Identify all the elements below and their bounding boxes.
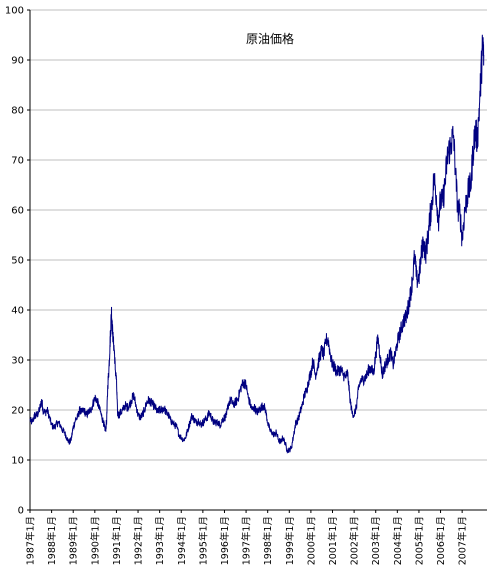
y-tick-label: 100 [5, 6, 24, 17]
x-tick-label: 1997年1月 [241, 516, 253, 565]
x-tick-label: 2002年1月 [349, 516, 361, 565]
x-tick-label: 2006年1月 [435, 516, 447, 565]
y-tick-label: 60 [11, 206, 24, 217]
x-tick-label: 1994年1月 [176, 516, 188, 565]
axes [29, 10, 487, 511]
x-tick-label: 1996年1月 [219, 516, 231, 565]
chart-title: 原油価格 [246, 31, 294, 46]
x-tick-label: 1998年1月 [262, 516, 274, 565]
x-tick-label: 2000年1月 [305, 516, 317, 565]
x-tick-label: 1990年1月 [89, 516, 101, 565]
y-tick-label: 20 [11, 406, 24, 417]
x-tick-label: 1989年1月 [68, 516, 80, 565]
y-tick-label: 40 [11, 306, 24, 317]
x-tick-label: 2007年1月 [457, 516, 469, 565]
x-tick-label: 2001年1月 [327, 516, 339, 565]
x-tick-label: 1991年1月 [111, 516, 123, 565]
x-tick-label: 1999年1月 [284, 516, 296, 565]
y-tick-label: 0 [18, 506, 24, 517]
y-tick-label: 10 [11, 456, 24, 467]
y-tick-label: 80 [11, 106, 24, 117]
x-tick-label: 1995年1月 [197, 516, 209, 565]
y-tick-label: 50 [11, 256, 24, 267]
x-axis-ticks: 1987年1月 1988年1月 1989年1月 1990年1月 1991年1月 1992年… [25, 510, 469, 565]
x-tick-label: 2005年1月 [413, 516, 425, 565]
x-tick-label: 1988年1月 [46, 516, 58, 565]
x-tick-label: 1993年1月 [154, 516, 166, 565]
grid-lines [30, 9, 487, 461]
y-axis-ticks: 0 10 20 30 40 50 60 70 80 90 100 [5, 6, 30, 517]
y-tick-label: 90 [11, 56, 24, 67]
x-tick-label: 2004年1月 [392, 516, 404, 565]
y-tick-label: 70 [11, 156, 24, 167]
x-tick-label: 2003年1月 [370, 516, 382, 565]
series-line [29, 34, 485, 454]
x-tick-label: 1992年1月 [133, 516, 145, 565]
y-tick-label: 30 [11, 356, 24, 367]
x-tick-label: 1987年1月 [25, 516, 37, 565]
